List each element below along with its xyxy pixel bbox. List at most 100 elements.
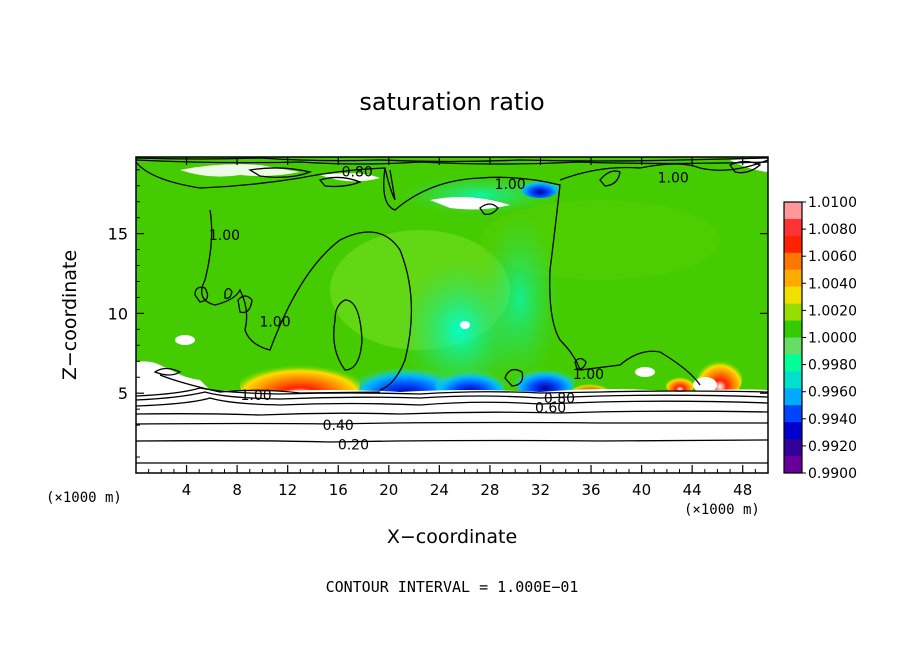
contour-line: [136, 159, 768, 165]
field-dry-core: [515, 366, 575, 398]
colorbar-swatch: [784, 235, 802, 254]
x-tick-label: 32: [531, 481, 550, 499]
contour-line: [194, 286, 209, 303]
field-blank: [180, 164, 300, 177]
colorbar-swatch: [784, 405, 802, 423]
contour-label: 1.00: [573, 367, 604, 383]
contour-line: [201, 209, 413, 391]
colorbar-swatch: [784, 286, 802, 305]
colorbar-label: 1.0100: [808, 195, 857, 211]
field-blank: [693, 377, 717, 393]
x-axis: 4 8 12 16 20 24 28 32 36 40 44 48: [148, 157, 756, 499]
colorbar-swatch: [784, 422, 802, 440]
field-blank: [430, 196, 510, 210]
contour-line: [136, 387, 768, 397]
colorbar-swatch: [784, 337, 802, 355]
contour-line: [479, 203, 499, 216]
x-axis-label: X−coordinate: [386, 526, 518, 548]
contour-labels: 0.801.00 1.001.001.001.001.00 0.800.600.40…: [209, 164, 689, 453]
colorbar-swatch: [784, 388, 802, 406]
field-blank: [175, 335, 195, 345]
contour-line: [136, 421, 768, 425]
colorbar-label: 0.9980: [808, 358, 857, 374]
field-moist-core: [666, 375, 694, 395]
colorbar-label: 0.9900: [808, 466, 857, 482]
y-tick-label: 5: [118, 384, 128, 403]
colorbar-swatch: [784, 371, 802, 389]
contour-line: [333, 299, 363, 371]
colorbar-label: 1.0000: [808, 331, 857, 347]
contour-label: 0.80: [342, 164, 373, 180]
chart-title: saturation ratio: [359, 88, 545, 116]
field-blank: [320, 173, 380, 182]
contour-line: [136, 397, 768, 407]
colorbar-swatch: [784, 269, 802, 288]
contour-label: 0.60: [535, 401, 566, 417]
colorbar-label: 1.0060: [808, 249, 857, 265]
contour-label: 1.00: [658, 171, 689, 187]
x-tick-label: 4: [182, 481, 192, 499]
contour-line: [599, 170, 621, 187]
contour-line: [136, 391, 768, 401]
field-blank: [136, 361, 210, 392]
y-tick-label: 15: [108, 225, 128, 244]
colorbar-swatch: [784, 456, 802, 474]
colorbar-label: 0.9940: [808, 412, 857, 428]
colorbar-swatch: [784, 252, 802, 271]
contour-label: 1.00: [495, 177, 526, 193]
colorbar-label: 0.9960: [808, 385, 857, 401]
contour-label: 0.80: [544, 391, 575, 407]
x-unit-right: (×1000 m): [684, 502, 760, 518]
contour-line: [136, 439, 768, 443]
contour-label: 1.00: [209, 228, 240, 244]
contour-label: 0.20: [338, 437, 369, 453]
contour-line: [136, 157, 768, 163]
x-tick-label: 28: [480, 481, 499, 499]
x-tick-label: 44: [683, 481, 702, 499]
contour-line: [237, 295, 253, 314]
x-tick-label: 36: [581, 481, 600, 499]
x-tick-label: 24: [430, 481, 449, 499]
field-subsaturated: [136, 389, 768, 473]
x-tick-label: 48: [733, 481, 752, 499]
field-blank: [635, 367, 655, 377]
contour-lines: [136, 157, 768, 464]
contour-line: [136, 410, 768, 416]
contour-line: [504, 368, 524, 387]
contour-line: [729, 160, 762, 174]
colorbar-label: 1.0080: [808, 222, 857, 238]
contour-label: 1.00: [240, 388, 271, 404]
colorbar-swatch: [784, 439, 802, 457]
colorbar-label: 1.0020: [808, 303, 857, 319]
colorbar: 1.0100 1.0080 1.0060 1.0040 1.0020 1.0000 0.99…: [783, 195, 857, 482]
colorbar-label: 0.9920: [808, 439, 857, 455]
y-tick-label: 10: [108, 304, 128, 323]
x-tick-label: 16: [329, 481, 348, 499]
contour-line: [224, 287, 233, 300]
field-plume: [480, 210, 560, 390]
contour-label: 0.40: [323, 418, 354, 434]
colorbar-swatch: [784, 218, 802, 237]
colorbar-swatch: [784, 303, 802, 322]
colorbar-swatch: [784, 320, 802, 338]
contour-line: [248, 167, 313, 178]
contour-line: [153, 367, 182, 376]
x-tick-label: 20: [379, 481, 398, 499]
contour-line: [574, 357, 587, 370]
field-blank: [460, 321, 470, 329]
x-tick-label: 40: [632, 481, 651, 499]
contour-line: [136, 161, 396, 201]
x-tick-label: 8: [232, 481, 242, 499]
contour-interval-note: CONTOUR INTERVAL = 1.000E−01: [325, 578, 579, 596]
colorbar-swatch: [784, 202, 802, 220]
saturation-field: [136, 157, 768, 473]
x-unit-left: (×1000 m): [46, 490, 122, 506]
y-axis: 5 10 15: [108, 169, 768, 458]
contour-label: 1.00: [259, 314, 290, 330]
colorbar-label: 1.0040: [808, 276, 857, 292]
x-tick-label: 12: [278, 481, 297, 499]
colorbar-swatch: [784, 354, 802, 372]
contour-line: [318, 176, 362, 188]
contour-line: [383, 167, 701, 386]
